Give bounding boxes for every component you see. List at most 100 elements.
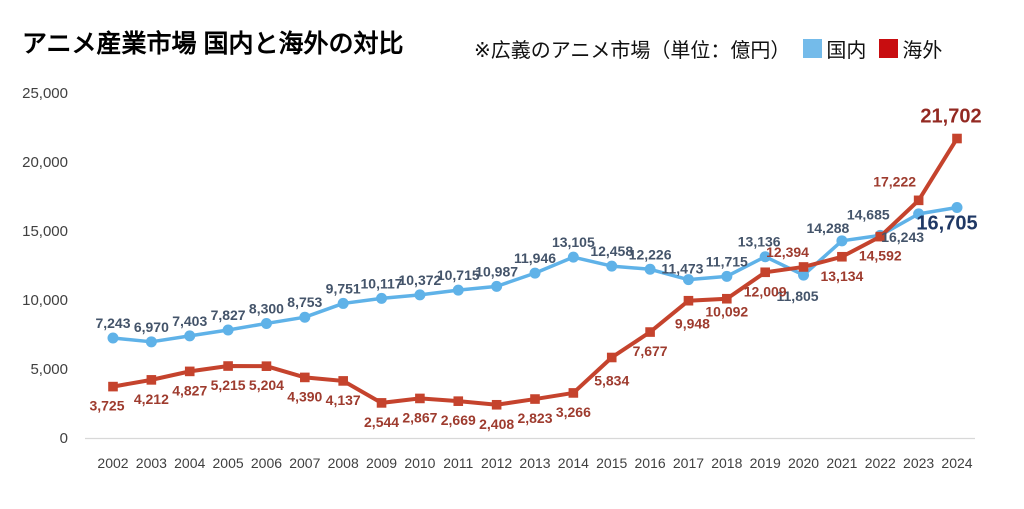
overseas-marker bbox=[952, 133, 962, 144]
y-axis-tick: 0 bbox=[60, 430, 68, 447]
overseas-marker bbox=[184, 366, 195, 377]
domestic-marker bbox=[798, 269, 810, 281]
domestic-data-label: 10,372 bbox=[398, 272, 441, 288]
domestic-color-swatch bbox=[803, 39, 823, 58]
x-axis-tick: 2016 bbox=[635, 455, 666, 471]
x-axis-tick: 2010 bbox=[404, 455, 435, 471]
x-axis-tick: 2014 bbox=[558, 455, 589, 471]
domestic-data-label: 11,946 bbox=[514, 250, 556, 266]
domestic-marker bbox=[759, 251, 771, 263]
x-axis-tick: 2011 bbox=[443, 455, 473, 471]
domestic-marker bbox=[606, 260, 618, 272]
domestic-marker bbox=[836, 235, 848, 247]
overseas-data-label: 5,204 bbox=[249, 377, 284, 393]
x-axis-tick: 2018 bbox=[711, 455, 742, 471]
domestic-marker bbox=[452, 284, 464, 296]
x-axis-tick: 2008 bbox=[328, 455, 359, 471]
x-axis-tick: 2003 bbox=[136, 455, 167, 471]
domestic-data-label: 7,403 bbox=[172, 313, 207, 329]
domestic-marker bbox=[529, 267, 541, 279]
domestic-data-label: 12,226 bbox=[629, 246, 672, 262]
overseas-marker bbox=[645, 327, 655, 337]
domestic-data-label: 11,473 bbox=[661, 261, 703, 277]
overseas-marker bbox=[798, 262, 809, 272]
legend-label-overseas: 海外 bbox=[902, 40, 943, 62]
overseas-data-label: 2,669 bbox=[441, 412, 476, 428]
overseas-marker bbox=[261, 361, 272, 371]
overseas-data-label: 2,544 bbox=[364, 414, 399, 430]
overseas-marker bbox=[415, 393, 425, 404]
overseas-data-label: 2,867 bbox=[402, 409, 437, 425]
domestic-marker bbox=[913, 208, 925, 220]
x-axis-tick: 2002 bbox=[97, 455, 128, 471]
overseas-marker bbox=[300, 372, 310, 383]
overseas-data-label: 2,408 bbox=[479, 416, 514, 432]
x-axis-tick: 2020 bbox=[788, 455, 819, 471]
domestic-marker bbox=[951, 201, 963, 213]
overseas-marker bbox=[223, 361, 233, 371]
overseas-data-label: 17,222 bbox=[873, 173, 916, 189]
overseas-marker bbox=[683, 295, 694, 306]
y-axis-tick: 10,000 bbox=[22, 292, 68, 309]
overseas-marker bbox=[530, 394, 540, 404]
x-axis-tick: 2017 bbox=[673, 455, 704, 471]
overseas-data-label: 12,009 bbox=[744, 283, 787, 299]
overseas-data-label: 4,137 bbox=[326, 392, 361, 408]
domestic-marker bbox=[107, 332, 119, 344]
overseas-marker bbox=[722, 293, 732, 304]
legend-label-domestic: 国内 bbox=[826, 40, 867, 62]
domestic-marker bbox=[414, 289, 426, 301]
overseas-data-label: 3,725 bbox=[89, 398, 124, 414]
overseas-data-label: 3,266 bbox=[556, 404, 591, 420]
domestic-data-label: 11,805 bbox=[777, 288, 819, 304]
domestic-marker bbox=[260, 317, 272, 329]
overseas-marker bbox=[568, 388, 579, 398]
legend-item-domestic: 国内 bbox=[803, 34, 866, 63]
domestic-data-label: 9,751 bbox=[326, 280, 361, 296]
overseas-color-swatch bbox=[879, 39, 899, 58]
x-axis-tick: 2005 bbox=[213, 455, 244, 471]
domestic-data-label: 10,715 bbox=[437, 267, 480, 283]
overseas-marker bbox=[453, 396, 464, 406]
domestic-marker bbox=[222, 324, 234, 336]
overseas-data-label: 13,134 bbox=[820, 268, 863, 284]
overseas-data-label: 7,677 bbox=[633, 343, 668, 359]
domestic-data-label: 8,300 bbox=[249, 300, 284, 316]
domestic-data-label: 13,136 bbox=[738, 234, 781, 250]
chart-title: アニメ産業市場 国内と海外の対比 bbox=[22, 30, 404, 58]
x-axis-tick: 2019 bbox=[750, 455, 781, 471]
overseas-data-label: 10,092 bbox=[705, 304, 748, 320]
y-axis-tick: 20,000 bbox=[22, 154, 68, 171]
overseas-data-label: 5,834 bbox=[594, 372, 629, 388]
x-axis-tick: 2021 bbox=[826, 455, 857, 471]
overseas-data-label: 5,215 bbox=[211, 377, 246, 393]
overseas-data-label: 4,390 bbox=[287, 388, 322, 404]
y-axis-tick: 5,000 bbox=[30, 361, 68, 378]
x-axis-tick: 2022 bbox=[865, 455, 896, 471]
domestic-data-label: 14,288 bbox=[806, 220, 849, 236]
domestic-data-label: 8,753 bbox=[287, 294, 322, 310]
x-axis-tick: 2006 bbox=[251, 455, 282, 471]
overseas-marker bbox=[338, 376, 348, 386]
domestic-data-label: 16,243 bbox=[881, 229, 924, 245]
domestic-marker bbox=[721, 270, 733, 282]
y-axis-tick: 25,000 bbox=[22, 85, 68, 102]
y-axis-tick: 15,000 bbox=[22, 223, 68, 240]
x-axis-tick: 2023 bbox=[903, 455, 934, 471]
domestic-marker bbox=[337, 297, 349, 309]
domestic-marker bbox=[145, 336, 157, 348]
overseas-data-label: 4,827 bbox=[172, 382, 207, 398]
domestic-marker bbox=[682, 274, 694, 286]
overseas-data-label: 12,394 bbox=[766, 244, 809, 260]
chart-subtitle-and-legend: ※広義のアニメ市場（単位：億円） 国内 海外 bbox=[474, 34, 942, 63]
overseas-marker bbox=[376, 398, 387, 408]
overseas-marker bbox=[760, 267, 770, 278]
x-axis-tick: 2004 bbox=[174, 455, 205, 471]
overseas-marker bbox=[108, 381, 118, 392]
domestic-data-label: 14,685 bbox=[847, 206, 890, 222]
legend-item-overseas: 海外 bbox=[879, 34, 942, 63]
domestic-marker bbox=[376, 292, 388, 304]
domestic-data-label: 7,827 bbox=[211, 307, 246, 323]
